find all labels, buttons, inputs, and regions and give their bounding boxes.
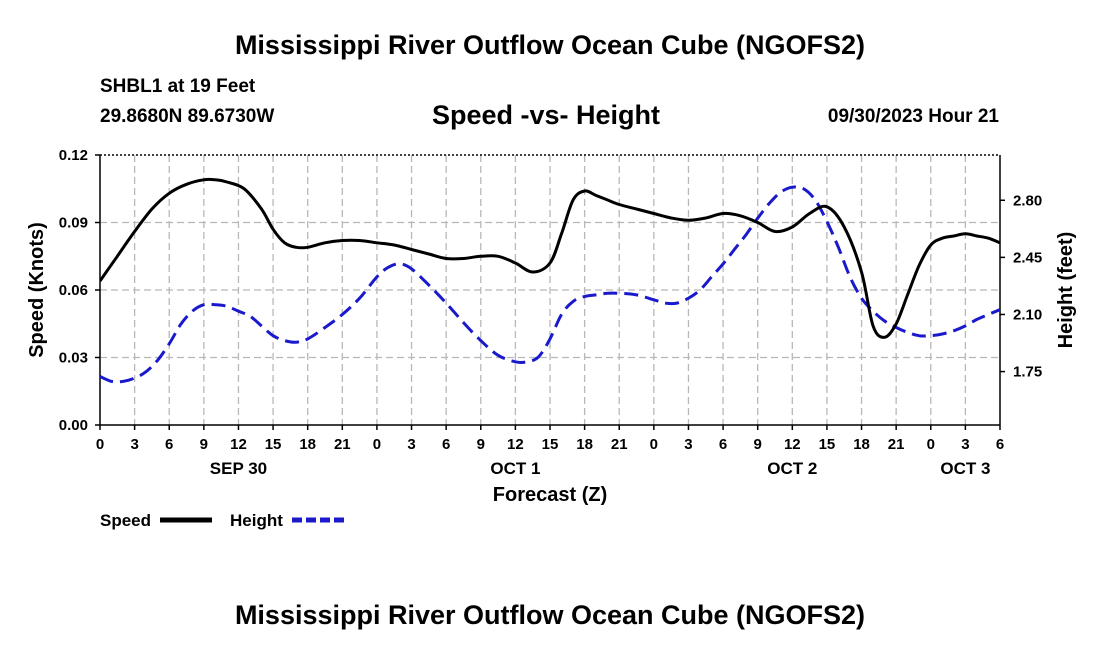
- x-tick-label: 6: [996, 436, 1004, 453]
- x-date-label: OCT 3: [940, 459, 990, 478]
- x-tick-label: 0: [373, 436, 381, 453]
- grid-lines: [100, 155, 1000, 425]
- x-tick-label: 0: [927, 436, 935, 453]
- x-tick-label: 15: [542, 436, 559, 453]
- y2-axis-label: Height (feet): [1055, 232, 1077, 349]
- x-tick-label: 3: [961, 436, 969, 453]
- series-group: [100, 177, 1000, 384]
- y-tick-label: 0.09: [59, 215, 88, 232]
- legend-label-height: Height: [230, 511, 283, 530]
- x-tick-label: 12: [507, 436, 524, 453]
- station-label: SHBL1 at 19 Feet: [100, 76, 256, 97]
- legend-label-speed: Speed: [100, 511, 151, 530]
- x-tick-label: 12: [230, 436, 247, 453]
- series-line-speed: [100, 177, 1000, 339]
- x-tick-label: 6: [719, 436, 727, 453]
- x-tick-label: 9: [200, 436, 208, 453]
- x-tick-label: 18: [576, 436, 593, 453]
- x-tick-label: 21: [888, 436, 905, 453]
- x-tick-label: 0: [96, 436, 104, 453]
- x-tick-label: 3: [407, 436, 415, 453]
- y2-tick-label: 2.80: [1013, 192, 1042, 209]
- x-tick-label: 21: [334, 436, 351, 453]
- y2-tick-label: 1.75: [1013, 364, 1042, 381]
- x-tick-label: 0: [650, 436, 658, 453]
- x-tick-label: 9: [477, 436, 485, 453]
- y-tick-label: 0.03: [59, 350, 88, 367]
- footer-title: Mississippi River Outflow Ocean Cube (NG…: [234, 600, 866, 630]
- series-line-height: [100, 185, 1000, 384]
- x-tick-label: 18: [853, 436, 870, 453]
- x-tick-label: 6: [165, 436, 173, 453]
- y-tick-label: 0.12: [59, 147, 88, 164]
- station-coordinates: 29.8680N 89.6730W: [100, 106, 275, 127]
- x-tick-label: 18: [299, 436, 316, 453]
- x-date-label: OCT 1: [490, 459, 540, 478]
- legend: Speed Height: [100, 511, 344, 530]
- chart-subtitle: Speed -vs- Height: [432, 100, 661, 130]
- x-tick-label: 12: [784, 436, 801, 453]
- x-tick-label: 3: [684, 436, 692, 453]
- axes: 0 3 6 9 12 15 18 21 0 3 6 9 12 15 18 21 0 3 6 9 12 15 18 21 0 3 6 S…: [59, 147, 1042, 478]
- x-tick-label: 3: [130, 436, 138, 453]
- x-tick-label: 15: [819, 436, 836, 453]
- x-tick-label: 21: [611, 436, 628, 453]
- y-tick-label: 0.00: [59, 417, 88, 434]
- x-date-label: SEP 30: [210, 459, 267, 478]
- forecast-datetime: 09/30/2023 Hour 21: [827, 106, 999, 127]
- y-tick-label: 0.06: [59, 282, 88, 299]
- main-title: Mississippi River Outflow Ocean Cube (NG…: [234, 30, 866, 60]
- x-tick-label: 9: [754, 436, 762, 453]
- y2-tick-label: 2.10: [1013, 306, 1042, 323]
- x-date-label: OCT 2: [767, 459, 817, 478]
- y2-tick-label: 2.45: [1013, 249, 1042, 266]
- x-tick-label: 6: [442, 436, 450, 453]
- y-axis-label: Speed (Knots): [26, 222, 48, 358]
- x-axis-label: Forecast (Z): [493, 484, 607, 506]
- x-tick-label: 15: [265, 436, 282, 453]
